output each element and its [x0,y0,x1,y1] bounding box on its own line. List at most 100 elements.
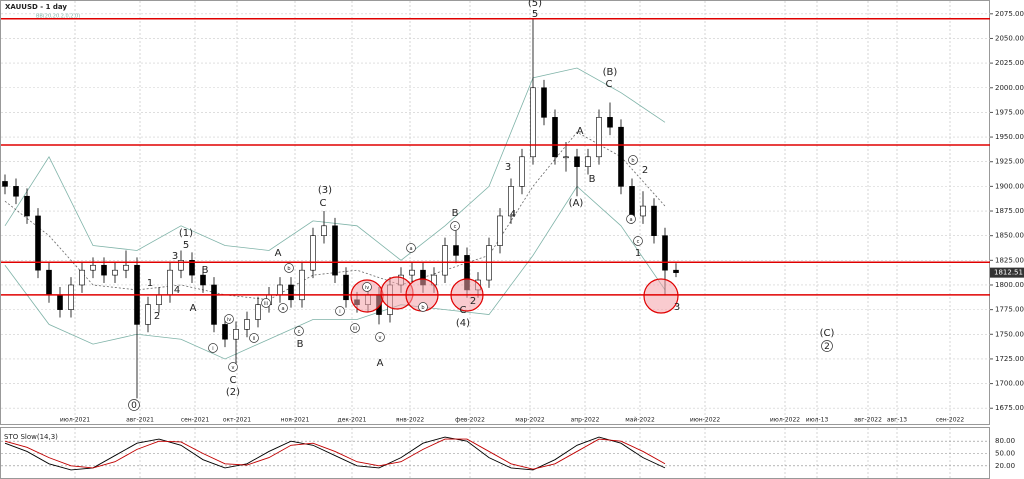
wave-label: 4 [174,285,180,296]
candle-body [530,87,536,158]
wave-label: B [589,174,596,185]
x-tick-label: сен-2021 [181,417,210,424]
candle-body [332,225,338,276]
wave-circle [626,214,636,224]
candle-body [178,260,184,271]
candle-body [200,274,206,286]
candle-body [607,117,613,128]
wave-label: A [190,303,197,314]
wave-label: A [377,358,384,369]
circled-label: i [339,309,340,315]
y-tick-label: 1675.00 [995,404,1024,412]
x-tick-label: июл-2021 [60,417,90,424]
y-tick-label: 1925.00 [995,158,1024,166]
wave-circle [278,303,288,313]
candle-body [596,117,602,158]
candle-body [35,215,41,271]
circled-label: v [232,365,235,371]
chart-title: XAUUSD - 1 day [5,3,67,11]
candle-body [101,264,107,276]
wave-label: 2 [470,296,476,307]
wave-circle [628,155,638,165]
x-tick-label: июн-2022 [690,417,720,424]
stochastic-panel [0,427,990,479]
y-tick-label: 1700.00 [995,380,1024,388]
wave-circle [208,343,218,353]
candle-body [123,264,129,271]
wave-circle [228,362,238,372]
x-tick-label: мар-2022 [515,417,545,424]
candle-body [112,269,118,276]
wave-label: C [606,79,613,90]
candle-body [244,319,250,330]
y-tick-label: 1725.00 [995,355,1024,363]
circled-label: b [421,305,424,311]
candle-body [90,264,96,271]
y-tick-label: 2075.00 [995,10,1024,18]
circled-label: c [298,329,301,335]
x-tick-label: янв-2022 [396,417,425,424]
candle-body [629,186,635,217]
y-tick-label: 1900.00 [995,182,1024,190]
y-tick-label: 2025.00 [995,59,1024,67]
wave-label: (2) [226,387,240,398]
candle-body [541,87,547,118]
price-tag-label: 1812.51 [994,269,1023,277]
wave-label: (A) [569,198,584,209]
wave-label: 3 [674,302,680,313]
circled-label: iv [365,285,369,291]
x-tick-label: фев-2022 [455,417,485,424]
circled-label: 2 [824,342,830,352]
candle-body [233,329,239,340]
candle-body [211,284,217,325]
stochastic-line [4,438,666,470]
wave-label: 5 [532,9,538,20]
circled-label: c [454,224,457,230]
candle-body [189,260,195,276]
wave-label: (3) [318,185,332,196]
circled-label: a [281,306,284,312]
wave-label: 1 [147,278,153,289]
wave-label: C [230,375,237,386]
candle-body [46,269,52,296]
wave-circle [284,263,294,273]
y-tick-label: 1775.00 [995,306,1024,314]
wave-circle [350,323,360,333]
stochastic-title: STO Slow(14,3) [4,433,58,441]
x-tick-label: июл-2022 [770,417,800,424]
candle-body [453,245,459,256]
candle-body [662,235,668,271]
x-tick-label: май-2022 [625,417,655,424]
circled-label: b [287,266,290,272]
wave-label: 3 [505,162,511,173]
candle-body [277,284,283,296]
candle-body [442,245,448,276]
wave-label: 3 [172,251,178,262]
candle-body [310,235,316,271]
candle-body [552,117,558,158]
x-tick-label: авг-13 [887,417,907,424]
candle-body [409,269,415,276]
wave-label: B [297,339,304,350]
wave-label: 1 [635,248,641,259]
y-tick-label: 1975.00 [995,108,1024,116]
circled-label: ii [253,336,256,342]
y-tick-label: 1875.00 [995,207,1024,215]
wave-label: (1) [179,228,193,239]
candle-body [343,274,349,301]
candle-body [651,205,657,236]
x-tick-label: окт-2021 [223,417,251,424]
circled-label: v [379,335,382,341]
circled-label: b [631,158,634,164]
y-tick-label: 2000.00 [995,84,1024,92]
y-tick-label: 1950.00 [995,133,1024,141]
wave-circle [294,326,304,336]
wave-label: (C) [820,328,835,339]
wave-label: A [577,126,584,137]
x-tick-label: дек-2021 [338,417,367,424]
candle-body [156,294,162,305]
candle-body [2,181,8,187]
candle-body [321,225,327,236]
stochastic-line [4,436,666,471]
candle-body [145,304,151,325]
